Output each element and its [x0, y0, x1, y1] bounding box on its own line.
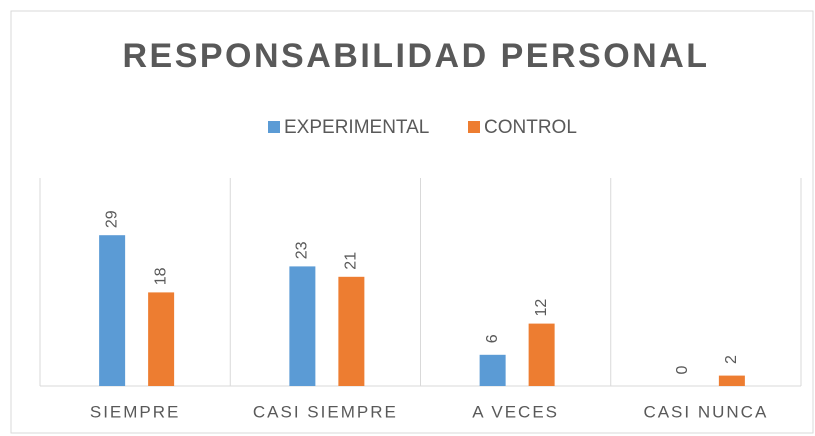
data-label: 23	[294, 241, 311, 259]
bar	[148, 292, 175, 386]
chart-border	[10, 10, 814, 434]
chart-title: RESPONSABILIDAD PERSONAL	[122, 37, 709, 75]
data-label: 21	[343, 252, 360, 270]
bar	[289, 266, 316, 386]
legend-label: CONTROL	[484, 117, 577, 138]
data-label: 12	[533, 299, 550, 317]
x-tick-label: A VECES	[472, 402, 559, 421]
data-label: 6	[484, 334, 501, 343]
legend-swatch	[268, 121, 280, 133]
data-label: 18	[152, 267, 169, 285]
x-tick-label: CASI SIEMPRE	[253, 402, 398, 421]
legend-swatch	[468, 121, 480, 133]
x-tick-label: CASI NUNCA	[643, 402, 768, 421]
bar	[528, 323, 555, 386]
x-tick-label: SIEMPRE	[90, 402, 181, 421]
bar	[99, 235, 126, 386]
legend-label: EXPERIMENTAL	[284, 117, 429, 138]
bar	[479, 354, 506, 386]
bar	[718, 375, 745, 386]
bar	[338, 276, 365, 386]
data-label: 2	[723, 355, 740, 364]
data-label: 29	[103, 210, 120, 228]
data-label: 0	[674, 365, 691, 374]
